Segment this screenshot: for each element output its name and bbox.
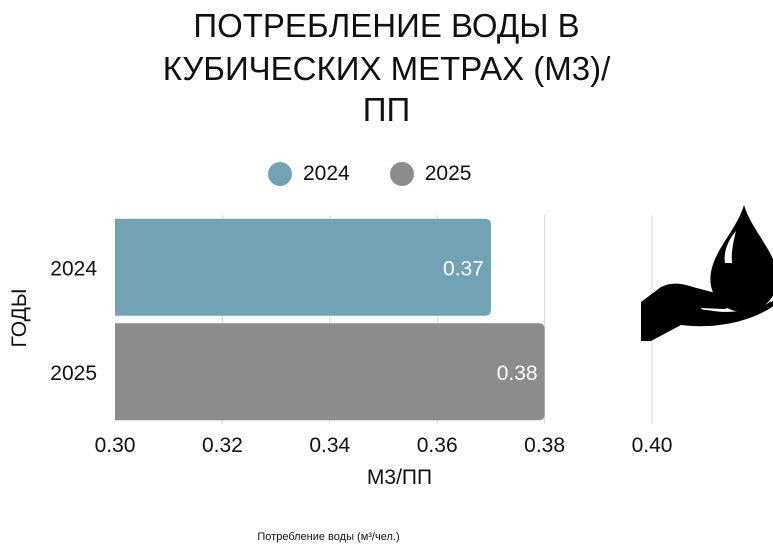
legend-item-2025: 2025 [389,162,472,186]
x-tick-label-0.34: 0.34 [309,434,350,457]
y-axis-title: ГОДЫ [8,288,31,348]
x-tick-labels: 0.30 0.32 0.34 0.36 0.38 0.40 [95,434,673,457]
chart-title-line-2: КУБИЧЕСКИХ МЕТРАХ (М3)/ [162,50,611,87]
chart-title-line-1: ПОТРЕБЛЕНИЕ ВОДЫ В [193,7,580,44]
bar-2025 [115,323,545,421]
bar-value-labels: 0.37 0.38 [443,257,538,385]
legend-swatch-2025 [389,162,414,186]
y-tick-label-2025: 2025 [50,362,97,385]
x-tick-label-0.36: 0.36 [417,434,458,457]
x-tick-label-0.38: 0.38 [524,434,565,457]
x-axis-title: М3/ПП [366,466,433,489]
bar-value-label-2025: 0.38 [497,362,538,385]
y-tick-labels: 2024 2025 [50,257,97,385]
x-tick-label-0.30: 0.30 [95,434,136,457]
legend-item-2024: 2024 [268,162,350,186]
chart-title-line-3: ПП [362,91,411,128]
chart-footnote: Потребление воды (м³/чел.) [257,531,400,543]
x-tick-label-0.40: 0.40 [632,434,673,457]
chart-legend: 2024 2025 [268,160,471,188]
legend-label-2025: 2025 [424,162,472,185]
bar-value-label-2024: 0.37 [443,257,484,280]
legend-swatch-2024 [268,162,292,186]
bar-2024 [115,218,491,316]
y-tick-label-2024: 2024 [50,257,97,280]
x-tick-label-0.32: 0.32 [202,434,243,457]
legend-label-2024: 2024 [303,162,350,185]
bars [115,218,545,421]
water-drop-on-hand-icon [641,205,773,341]
